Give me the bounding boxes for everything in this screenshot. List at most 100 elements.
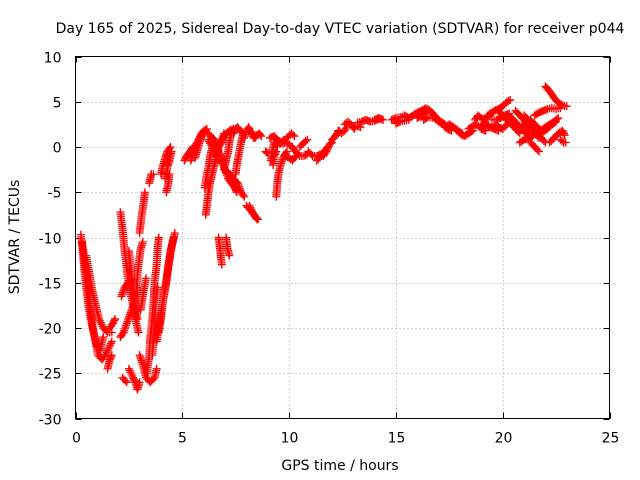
y-tick-label: 5	[53, 96, 62, 112]
data-point	[140, 188, 149, 197]
x-tick-label: 5	[178, 431, 187, 447]
data-point	[152, 364, 161, 373]
data-point	[559, 129, 568, 138]
data-point	[103, 346, 112, 355]
y-tick-label: -20	[39, 322, 62, 338]
data-point	[107, 351, 116, 360]
data-point	[138, 238, 147, 247]
data-point	[562, 102, 571, 111]
data-point	[105, 343, 114, 352]
data-point	[322, 147, 331, 156]
x-tick-label: 20	[495, 431, 513, 447]
data-point	[307, 150, 316, 159]
data-point	[99, 333, 108, 342]
data-point	[323, 145, 332, 154]
data-point	[149, 375, 158, 384]
data-point	[560, 131, 569, 140]
data-point	[209, 144, 218, 153]
data-point	[504, 96, 513, 105]
x-tick-label: 0	[72, 431, 81, 447]
data-point	[165, 170, 174, 179]
data-point	[94, 314, 103, 323]
data-point	[141, 274, 150, 283]
data-point	[213, 152, 222, 161]
data-point	[290, 132, 299, 141]
data-point	[561, 138, 570, 147]
data-point	[130, 376, 139, 385]
data-point	[533, 146, 542, 155]
data-point	[167, 147, 176, 156]
data-point	[110, 316, 119, 325]
data-point	[379, 115, 388, 124]
data-point	[254, 215, 263, 224]
data-point	[104, 344, 113, 353]
data-point	[96, 318, 105, 327]
data-point	[134, 328, 143, 337]
data-point	[248, 207, 257, 216]
data-point	[217, 260, 226, 269]
data-point	[232, 188, 241, 197]
y-tick-label: -25	[39, 367, 62, 383]
data-point	[557, 100, 566, 109]
y-tick-label: -15	[39, 277, 62, 293]
data-point	[288, 130, 297, 139]
y-tick-label: -30	[39, 413, 62, 429]
x-tick-label: 25	[602, 431, 620, 447]
data-point	[118, 330, 127, 339]
data-point	[240, 192, 249, 201]
data-point	[127, 370, 136, 379]
data-point	[232, 186, 241, 195]
x-tick-label: 15	[388, 431, 406, 447]
y-tick-label: -5	[48, 186, 62, 202]
data-point	[252, 213, 261, 222]
data-point	[535, 147, 544, 156]
x-tick-labels: 0 5 10 15 20 25	[72, 431, 619, 447]
data-point	[135, 378, 144, 387]
data-point	[301, 137, 310, 146]
x-tick-label: 10	[281, 431, 299, 447]
data-point	[257, 132, 266, 141]
y-axis-label: SDTVAR / TECUs	[7, 180, 23, 295]
data-point	[262, 148, 271, 157]
data-point	[324, 143, 333, 152]
data-point	[273, 143, 282, 151]
data-point	[539, 136, 548, 145]
y-tick-label: 10	[44, 51, 62, 67]
data-point	[106, 341, 115, 350]
y-tick-label: -10	[39, 232, 62, 248]
data-point	[107, 352, 116, 361]
data-point	[208, 143, 217, 151]
data-point	[256, 130, 265, 139]
data-point	[126, 368, 135, 377]
data-point	[245, 201, 254, 210]
chart-title: Day 165 of 2025, Sidereal Day-to-day VTE…	[56, 21, 625, 37]
data-point	[95, 316, 104, 325]
data-point	[356, 123, 365, 132]
data-point	[282, 147, 291, 156]
data-points	[76, 82, 571, 394]
data-point	[122, 378, 131, 387]
data-point	[128, 371, 137, 380]
data-point	[170, 228, 179, 237]
data-point	[506, 95, 515, 104]
data-point	[106, 339, 115, 348]
data-point	[207, 141, 216, 150]
data-point	[124, 364, 133, 373]
data-point	[97, 320, 106, 329]
data-point	[552, 115, 561, 124]
y-tick-label: 0	[53, 141, 62, 157]
data-point	[271, 149, 280, 158]
data-point	[554, 114, 563, 123]
data-point	[326, 139, 335, 148]
plot-frame	[75, 56, 610, 419]
data-point	[557, 137, 566, 146]
data-point	[225, 251, 234, 260]
data-point	[125, 366, 134, 375]
data-point	[239, 191, 248, 200]
data-point	[303, 135, 312, 144]
data-point	[121, 376, 130, 385]
data-point	[154, 233, 163, 242]
data-point	[102, 348, 111, 357]
